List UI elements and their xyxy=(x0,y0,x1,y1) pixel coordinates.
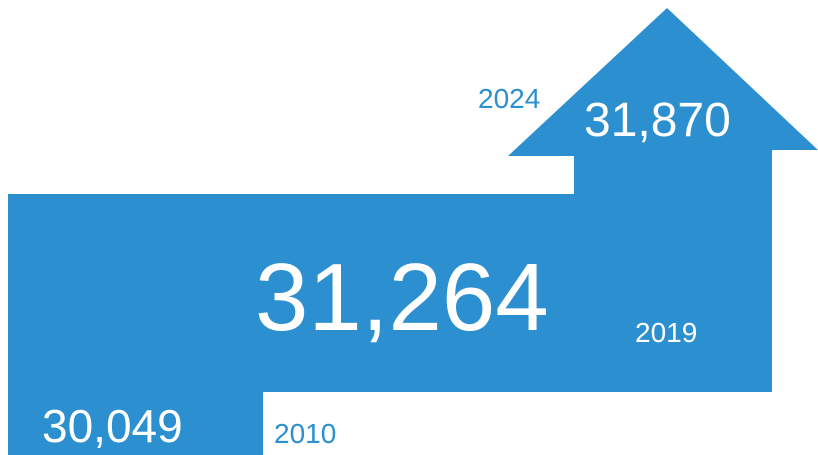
year-label-2010: 2010 xyxy=(274,418,336,449)
value-label-2024: 31,870 xyxy=(584,94,731,147)
value-label-2019: 31,264 xyxy=(255,244,549,351)
year-label-2024: 2024 xyxy=(478,83,540,114)
step-arrow-shape xyxy=(8,8,818,455)
value-label-2010: 30,049 xyxy=(42,400,183,452)
year-label-2019: 2019 xyxy=(635,317,697,348)
